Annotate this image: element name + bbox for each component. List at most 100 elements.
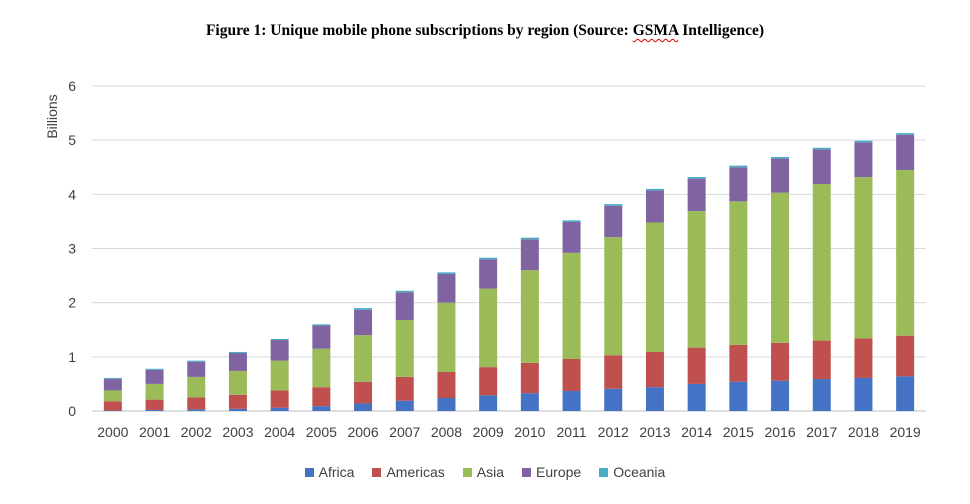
bar-segment-americas bbox=[645, 351, 664, 388]
bar-segment-africa bbox=[103, 410, 122, 411]
bar-segment-oceania bbox=[854, 140, 873, 143]
bar-segment-europe bbox=[604, 205, 623, 238]
bar-segment-asia bbox=[228, 370, 247, 395]
bar-segment-europe bbox=[479, 259, 498, 289]
bar-segment-oceania bbox=[520, 237, 539, 240]
bar-segment-americas bbox=[854, 338, 873, 378]
y-tick-label: 6 bbox=[68, 78, 76, 94]
x-tick-label: 2006 bbox=[347, 424, 378, 440]
chart-title: Figure 1: Unique mobile phone subscripti… bbox=[0, 22, 970, 40]
bar-segment-europe bbox=[395, 292, 414, 320]
bar-segment-europe bbox=[187, 361, 206, 377]
y-axis-label: Billions bbox=[44, 94, 60, 138]
legend-label: Asia bbox=[476, 464, 505, 480]
bar-segment-africa bbox=[896, 376, 915, 411]
bar-segment-africa bbox=[687, 383, 706, 411]
bar-segment-oceania bbox=[270, 338, 289, 341]
bar-segment-asia bbox=[354, 335, 373, 382]
bar-segment-americas bbox=[103, 401, 122, 411]
bar-segment-asia bbox=[812, 184, 831, 341]
bar-segment-europe bbox=[437, 273, 456, 303]
bar-segment-africa bbox=[520, 393, 539, 411]
bar-segment-europe bbox=[145, 369, 164, 384]
bar-segment-oceania bbox=[312, 324, 331, 326]
x-tick-label: 2013 bbox=[639, 424, 670, 440]
bar-segment-europe bbox=[270, 340, 289, 361]
bar-segment-europe bbox=[896, 134, 915, 170]
x-tick-label: 2015 bbox=[723, 424, 754, 440]
x-tick-label: 2002 bbox=[181, 424, 212, 440]
bar-segment-oceania bbox=[896, 133, 915, 135]
bar-segment-americas bbox=[437, 372, 456, 398]
bar-segment-oceania bbox=[562, 220, 581, 222]
bar-segment-americas bbox=[187, 397, 206, 410]
bar-segment-oceania bbox=[604, 204, 623, 206]
bar-segment-oceania bbox=[687, 177, 706, 179]
bar-segment-europe bbox=[312, 325, 331, 349]
bar-segment-oceania bbox=[479, 257, 498, 260]
bar-segment-europe bbox=[812, 149, 831, 185]
bar-segment-asia bbox=[437, 302, 456, 372]
legend-item-europe: Europe bbox=[522, 464, 581, 480]
bar-segment-asia bbox=[187, 376, 206, 398]
legend-label: Africa bbox=[318, 464, 355, 480]
bar-segment-europe bbox=[228, 353, 247, 371]
bar-segment-asia bbox=[729, 201, 748, 345]
bar-segment-asia bbox=[896, 169, 915, 336]
legend-label: Oceania bbox=[613, 464, 666, 480]
legend-swatch bbox=[372, 467, 382, 477]
bar-segment-africa bbox=[729, 381, 748, 411]
bar-segment-americas bbox=[812, 340, 831, 380]
x-tick-label: 2011 bbox=[556, 424, 586, 440]
bar-segment-asia bbox=[645, 222, 664, 352]
legend-item-africa: Africa bbox=[304, 464, 355, 480]
chart-title-underlined: GSMA bbox=[632, 22, 679, 39]
legend-item-oceania: Oceania bbox=[599, 464, 665, 480]
x-tick-label: 2000 bbox=[97, 424, 128, 440]
y-tick-label: 3 bbox=[68, 241, 76, 257]
chart-legend: Africa Americas Asia Europe Oceania bbox=[0, 464, 970, 480]
x-tick-label: 2001 bbox=[139, 424, 170, 440]
bar-segment-europe bbox=[771, 158, 790, 193]
bar-segment-africa bbox=[312, 406, 331, 411]
x-tick-label: 2003 bbox=[222, 424, 253, 440]
bar-segment-asia bbox=[270, 360, 289, 391]
x-tick-label: 2004 bbox=[264, 424, 295, 440]
bar-segment-americas bbox=[354, 381, 373, 404]
bar-segment-africa bbox=[562, 390, 581, 411]
bar-segment-africa bbox=[645, 387, 664, 411]
bar-segment-asia bbox=[562, 252, 581, 359]
bar-segment-asia bbox=[479, 288, 498, 368]
bar-segment-africa bbox=[854, 377, 873, 411]
bar-segment-americas bbox=[228, 394, 247, 409]
y-tick-label: 0 bbox=[68, 403, 76, 419]
bar-segment-americas bbox=[270, 390, 289, 408]
y-tick-label: 2 bbox=[68, 295, 76, 311]
bar-segment-americas bbox=[771, 342, 790, 381]
x-tick-label: 2010 bbox=[514, 424, 545, 440]
bar-segment-oceania bbox=[645, 188, 664, 191]
bar-segment-asia bbox=[687, 211, 706, 348]
bar-segment-oceania bbox=[187, 360, 206, 362]
x-tick-label: 2019 bbox=[890, 424, 921, 440]
bar-segment-asia bbox=[312, 348, 331, 388]
x-tick-label: 2012 bbox=[598, 424, 629, 440]
legend-swatch bbox=[462, 467, 472, 477]
bar-segment-asia bbox=[520, 270, 539, 363]
bar-segment-europe bbox=[645, 190, 664, 223]
bar-segment-americas bbox=[145, 399, 164, 410]
bar-segment-africa bbox=[270, 407, 289, 411]
x-tick-label: 2018 bbox=[848, 424, 879, 440]
x-tick-label: 2017 bbox=[806, 424, 837, 440]
x-tick-label: 2009 bbox=[473, 424, 504, 440]
bar-segment-europe bbox=[354, 309, 373, 336]
bar-segment-africa bbox=[228, 408, 247, 411]
chart-title-suffix: Intelligence) bbox=[678, 22, 765, 39]
bar-segment-oceania bbox=[395, 290, 414, 293]
bar-segment-oceania bbox=[354, 308, 373, 310]
bar-segment-africa bbox=[604, 388, 623, 411]
bar-segment-europe bbox=[687, 178, 706, 212]
bar-segment-oceania bbox=[228, 351, 247, 354]
bar-segment-africa bbox=[395, 400, 414, 411]
bar-segment-asia bbox=[604, 237, 623, 356]
